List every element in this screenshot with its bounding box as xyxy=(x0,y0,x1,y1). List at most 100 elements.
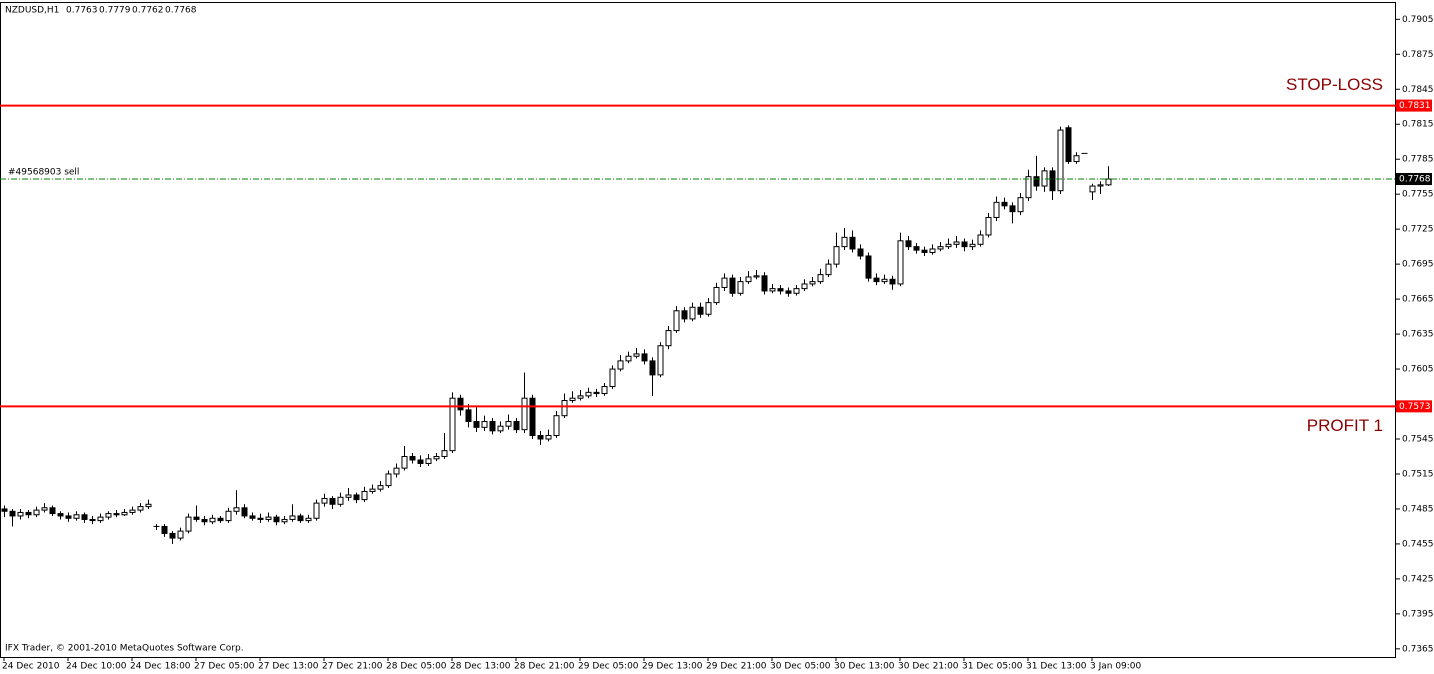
candle-body xyxy=(649,360,656,376)
candle-body xyxy=(9,510,16,517)
candle-body xyxy=(89,518,96,522)
candle-body xyxy=(953,241,960,245)
candle-body xyxy=(193,516,200,520)
candle-body xyxy=(273,516,280,523)
candle-body xyxy=(489,421,496,432)
candle-body xyxy=(281,518,288,523)
candle-body xyxy=(593,391,600,395)
candle-body xyxy=(113,513,120,516)
candle-body xyxy=(681,310,688,320)
candle-body xyxy=(1001,201,1008,207)
candle-body xyxy=(217,517,224,522)
price-label: 0.7831 xyxy=(1399,101,1431,111)
candle-body xyxy=(433,455,440,460)
candle-body xyxy=(297,515,304,522)
candle-body xyxy=(401,455,408,469)
y-tick-label: 0.7755 xyxy=(1402,190,1434,200)
candle-body xyxy=(569,397,576,402)
plot-frame xyxy=(0,2,1396,658)
x-tick-label: 31 Dec 05:00 xyxy=(962,662,1023,672)
footer: IFX Trader, © 2001-2010 MetaQuotes Softw… xyxy=(5,644,244,654)
x-tick-label: 29 Dec 05:00 xyxy=(578,662,639,672)
candle-body xyxy=(793,288,800,294)
x-tick-label: 27 Dec 21:00 xyxy=(322,662,383,672)
candle-body xyxy=(161,525,168,534)
candle-body xyxy=(689,306,696,320)
candle-body xyxy=(481,421,488,428)
candle-body xyxy=(321,497,328,504)
y-tick-label: 0.7875 xyxy=(1402,50,1434,60)
x-tick-label: 28 Dec 05:00 xyxy=(386,662,447,672)
x-tick-label: 24 Dec 10:00 xyxy=(66,662,127,672)
order-label: #49568903 sell xyxy=(8,168,79,178)
candle-body xyxy=(361,490,368,501)
candle-body xyxy=(577,395,584,399)
y-tick-label: 0.7545 xyxy=(1402,435,1434,445)
candle-body xyxy=(545,435,552,440)
candle-body xyxy=(833,246,840,265)
x-tick-label: 24 Dec 2010 xyxy=(2,662,60,672)
x-tick-label: 24 Dec 18:00 xyxy=(130,662,191,672)
candle-body xyxy=(889,278,896,285)
candle-body xyxy=(641,353,648,362)
candle-body xyxy=(625,355,632,362)
candle-body xyxy=(169,532,176,539)
candle-body xyxy=(1049,170,1056,192)
candle-body xyxy=(145,503,152,508)
candle-body xyxy=(473,421,480,428)
price-label-box xyxy=(1396,99,1432,112)
header-low: 0.7762 xyxy=(132,6,164,16)
candle-body xyxy=(353,494,360,501)
x-tick-label: 28 Dec 13:00 xyxy=(450,662,511,672)
candle-body xyxy=(313,502,320,519)
candle-body xyxy=(713,286,720,304)
candle-body xyxy=(409,455,416,461)
candle-body xyxy=(809,281,816,285)
candle-body xyxy=(753,275,760,278)
candle-body xyxy=(849,236,856,250)
candle-body xyxy=(81,514,88,520)
y-tick-label: 0.7695 xyxy=(1402,260,1434,270)
candle-body xyxy=(521,397,528,431)
candle-body xyxy=(601,386,608,395)
y-tick-label: 0.7785 xyxy=(1402,155,1434,165)
candle-body xyxy=(497,425,504,432)
candle-body xyxy=(345,494,352,498)
candle-body xyxy=(1033,176,1040,187)
header-high: 0.7779 xyxy=(99,6,131,16)
candle-body xyxy=(129,509,136,513)
candle-body xyxy=(881,278,888,283)
candle-body xyxy=(73,514,80,519)
candle-body xyxy=(377,485,384,490)
candle-body xyxy=(609,368,616,388)
candle-body xyxy=(905,240,912,248)
marks xyxy=(1,125,1112,544)
x-tick-label: 29 Dec 21:00 xyxy=(706,662,767,672)
y-tick-label: 0.7605 xyxy=(1402,365,1434,375)
candle-body xyxy=(233,507,240,512)
price-label: 0.7573 xyxy=(1399,402,1431,412)
candle-body xyxy=(657,345,664,376)
candle-body xyxy=(265,516,272,520)
candle-body xyxy=(121,511,128,516)
candle-body xyxy=(289,515,296,520)
candle-body xyxy=(1,508,8,512)
candle-body xyxy=(225,510,232,522)
candle-body xyxy=(57,513,64,517)
candle-body xyxy=(737,281,744,294)
level-label: STOP-LOSS xyxy=(1286,75,1383,94)
candle-body xyxy=(769,288,776,292)
candle-body xyxy=(393,467,400,475)
y-tick-label: 0.7365 xyxy=(1402,644,1434,654)
candle-body xyxy=(745,276,752,283)
candle-body xyxy=(961,241,968,248)
candle-body xyxy=(585,391,592,397)
y-tick-label: 0.7905 xyxy=(1402,15,1434,25)
candle-body xyxy=(1089,185,1096,193)
candle-body xyxy=(777,288,784,292)
candle-body xyxy=(913,246,920,251)
candle-body xyxy=(385,473,392,487)
y-tick-label: 0.7815 xyxy=(1402,120,1434,130)
candle-body xyxy=(465,409,472,423)
